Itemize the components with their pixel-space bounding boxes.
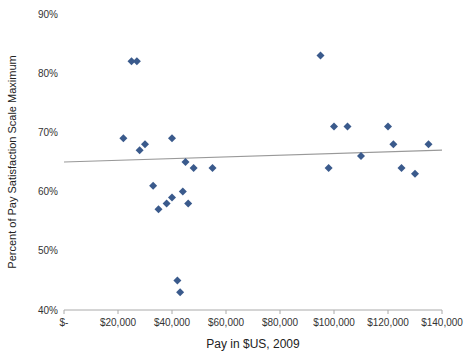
x-tick-label: $60,000 <box>208 317 245 328</box>
x-tick-label: $40,000 <box>154 317 191 328</box>
chart-container: $- $20,000 $40,000 $60,000 $80,000 $100,000 $1… <box>0 0 474 358</box>
x-tick-label: $100,000 <box>313 317 355 328</box>
x-tick <box>442 310 443 314</box>
scatter-point <box>411 170 419 178</box>
y-tick-label: 40% <box>38 305 58 316</box>
scatter-point <box>155 205 163 213</box>
y-tick-label: 60% <box>38 186 58 197</box>
scatter-point <box>133 57 141 65</box>
scatter-point <box>168 194 176 202</box>
scatter-point <box>184 199 192 207</box>
scatter-point <box>179 188 187 196</box>
x-tick-label: $80,000 <box>262 317 299 328</box>
scatter-point <box>149 182 157 190</box>
scatter-point <box>173 276 181 284</box>
scatter-point <box>384 122 392 130</box>
trend-line <box>64 150 442 162</box>
x-tick <box>64 310 65 314</box>
chart: $- $20,000 $40,000 $60,000 $80,000 $100,000 $1… <box>0 0 474 358</box>
scatter-point <box>176 288 184 296</box>
scatter-point <box>398 164 406 172</box>
y-tick-label: 70% <box>38 127 58 138</box>
x-tick <box>118 310 119 314</box>
x-tick-label: $- <box>60 317 69 328</box>
scatter-point <box>163 199 171 207</box>
y-axis: 40% 50% 60% 70% 80% 90% Percent of Pay Satisfa… <box>6 9 58 316</box>
scatter-point <box>182 158 190 166</box>
scatter-point <box>325 164 333 172</box>
scatter-point <box>389 140 397 148</box>
scatter-point <box>330 122 338 130</box>
x-axis-line <box>64 310 442 311</box>
scatter-point <box>425 140 433 148</box>
x-tick <box>226 310 227 314</box>
x-tick <box>280 310 281 314</box>
x-tick-label: $140,000 <box>421 317 463 328</box>
x-tick <box>334 310 335 314</box>
y-tick-label: 90% <box>38 9 58 20</box>
x-tick-label: $120,000 <box>367 317 409 328</box>
scatter-point <box>141 140 149 148</box>
plot-area <box>64 51 442 296</box>
x-tick-label: $20,000 <box>100 317 137 328</box>
x-tick <box>388 310 389 314</box>
x-axis: $- $20,000 $40,000 $60,000 $80,000 $100,000 $1… <box>60 310 464 351</box>
y-axis-label: Percent of Pay Satisfaction Scale Maximu… <box>6 55 18 268</box>
x-tick <box>172 310 173 314</box>
scatter-point <box>119 134 127 142</box>
y-tick-label: 80% <box>38 68 58 79</box>
scatter-point <box>357 152 365 160</box>
scatter-point <box>317 51 325 59</box>
scatter-point <box>344 122 352 130</box>
scatter-point <box>190 164 198 172</box>
scatter-point <box>209 164 217 172</box>
y-tick-label: 50% <box>38 245 58 256</box>
scatter-point <box>168 134 176 142</box>
x-axis-label: Pay in $US, 2009 <box>206 337 300 351</box>
scatter-point <box>136 146 144 154</box>
